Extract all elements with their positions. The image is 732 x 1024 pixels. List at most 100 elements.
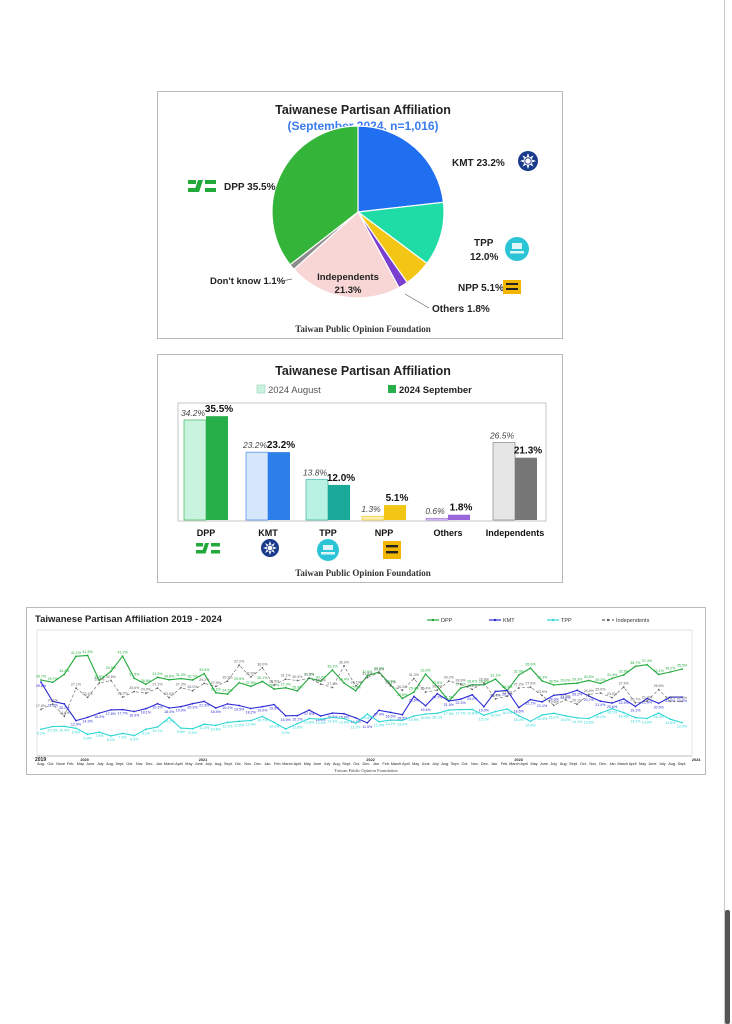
point-tpp bbox=[273, 721, 275, 724]
data-label-kmt: 24.5% bbox=[560, 696, 571, 700]
legend-label-tpp: TPP bbox=[561, 618, 572, 624]
bar-chart-panel: Taiwanese Partisan Affiliation 2024 Augu… bbox=[157, 354, 563, 583]
data-label-independents: 28.5% bbox=[269, 680, 280, 684]
series-line-dpp bbox=[40, 654, 683, 702]
data-label-dpp: 32.9% bbox=[514, 670, 525, 674]
point-kmt bbox=[98, 712, 101, 714]
point-dpp bbox=[214, 691, 217, 694]
point-tpp bbox=[261, 715, 264, 718]
legend-label-dpp: DPP bbox=[441, 618, 453, 624]
data-label-tpp: 9.6% bbox=[177, 730, 186, 734]
legend-swatch-august bbox=[256, 384, 266, 394]
point-tpp bbox=[249, 719, 252, 722]
data-label-independents: 23.6% bbox=[502, 691, 513, 695]
point-dpp bbox=[646, 663, 648, 666]
x-tick-label: July bbox=[324, 762, 331, 766]
data-label-independents: 20.1% bbox=[48, 699, 59, 703]
data-label-kmt: 19.5% bbox=[234, 708, 245, 712]
x-tick-label: Jan. bbox=[264, 762, 271, 766]
data-label-independents: 27.4% bbox=[327, 682, 338, 686]
point-independents bbox=[552, 704, 555, 707]
data-label-tpp: 11.7% bbox=[351, 725, 362, 729]
data-label-dpp: 30.2% bbox=[316, 676, 327, 680]
point-dpp bbox=[331, 669, 334, 671]
point-dpp bbox=[681, 668, 683, 670]
point-dpp bbox=[284, 686, 287, 689]
point-tpp bbox=[296, 722, 299, 725]
data-label-independents: 33.8% bbox=[374, 667, 385, 671]
point-tpp bbox=[191, 727, 194, 730]
tpp-logo-icon bbox=[317, 539, 339, 561]
point-independents bbox=[448, 680, 450, 682]
point-independents bbox=[471, 688, 474, 691]
point-tpp bbox=[424, 713, 427, 715]
data-label-independents: 31.8% bbox=[362, 672, 373, 676]
point-tpp bbox=[669, 718, 672, 721]
point-kmt bbox=[634, 705, 637, 708]
point-kmt bbox=[471, 693, 474, 696]
point-tpp bbox=[506, 708, 509, 710]
x-tick-label: Dec. bbox=[362, 762, 370, 766]
point-independents bbox=[389, 685, 392, 687]
data-label-dpp: 27.3% bbox=[281, 682, 292, 686]
data-label-independents: 23.2% bbox=[117, 692, 128, 696]
data-label-dpp: 35.5% bbox=[677, 664, 688, 668]
point-dpp bbox=[226, 693, 229, 695]
pie-slice-dpp bbox=[271, 125, 359, 266]
data-label-kmt: 19.0% bbox=[479, 709, 490, 713]
point-dpp bbox=[576, 682, 578, 685]
x-tick-label: May bbox=[77, 762, 84, 766]
data-label-dpp: 29.5% bbox=[234, 677, 245, 681]
data-label-dpp: 29.0% bbox=[560, 678, 571, 682]
data-label-independents: 31.1% bbox=[281, 674, 292, 678]
x-tick-label: July bbox=[659, 762, 666, 766]
pie-label-independents: Independents bbox=[317, 272, 379, 283]
point-tpp bbox=[552, 712, 555, 715]
x-tick-label: Jan. bbox=[609, 762, 616, 766]
line-title: Taiwanese Partisan Affiliation 2019 - 20… bbox=[35, 614, 223, 625]
bar-september-kmt bbox=[268, 452, 290, 520]
data-label-tpp: 7.3% bbox=[118, 735, 127, 739]
bar-label-september-npp: 5.1% bbox=[386, 493, 409, 504]
data-label-independents: 24.9% bbox=[141, 688, 152, 692]
point-kmt bbox=[180, 705, 182, 708]
pie-value-tpp: 12.0% bbox=[470, 252, 498, 263]
data-label-dpp: 32.9% bbox=[619, 670, 630, 674]
data-label-tpp: 17.5% bbox=[444, 712, 455, 716]
legend-marker-tpp bbox=[551, 618, 555, 622]
point-kmt bbox=[646, 697, 648, 700]
point-independents bbox=[133, 690, 136, 693]
point-tpp bbox=[168, 716, 171, 719]
data-label-kmt: 29.8% bbox=[36, 684, 47, 688]
point-tpp bbox=[483, 714, 485, 717]
x-year-label-2021: 2021 bbox=[199, 758, 207, 762]
x-year-label-2020: 2020 bbox=[80, 758, 88, 762]
legend-label-august: 2024 August bbox=[268, 385, 321, 396]
point-dpp bbox=[51, 681, 54, 684]
point-dpp bbox=[517, 674, 520, 676]
data-label-independents: 14.8% bbox=[59, 711, 70, 715]
data-label-kmt: 18.4% bbox=[211, 710, 222, 714]
point-tpp bbox=[226, 721, 229, 724]
scrollbar-thumb[interactable] bbox=[725, 910, 730, 1024]
legend-label-kmt: KMT bbox=[503, 618, 515, 624]
x-tick-label: May bbox=[304, 762, 311, 766]
point-tpp bbox=[121, 732, 124, 735]
point-independents bbox=[331, 686, 334, 689]
data-label-dpp: 21.5% bbox=[444, 696, 455, 700]
data-label-tpp: 6.3% bbox=[130, 738, 139, 742]
x-tick-label: July bbox=[432, 762, 439, 766]
data-label-kmt: 19.0% bbox=[176, 709, 187, 713]
data-label-independents: 28.1% bbox=[351, 680, 362, 684]
pie-chart-svg: Taiwanese Partisan Affiliation (Septembe… bbox=[188, 103, 538, 334]
data-label-kmt: 20.2% bbox=[59, 706, 70, 710]
point-tpp bbox=[564, 714, 567, 717]
point-independents bbox=[203, 682, 206, 685]
data-label-kmt: 22.1% bbox=[525, 702, 536, 706]
point-tpp bbox=[284, 728, 287, 730]
page-edge-line bbox=[724, 0, 725, 1024]
point-independents bbox=[238, 664, 241, 667]
data-label-independents: 25.4% bbox=[420, 687, 431, 691]
bar-category-others: Others bbox=[433, 528, 462, 538]
point-independents bbox=[343, 665, 345, 667]
